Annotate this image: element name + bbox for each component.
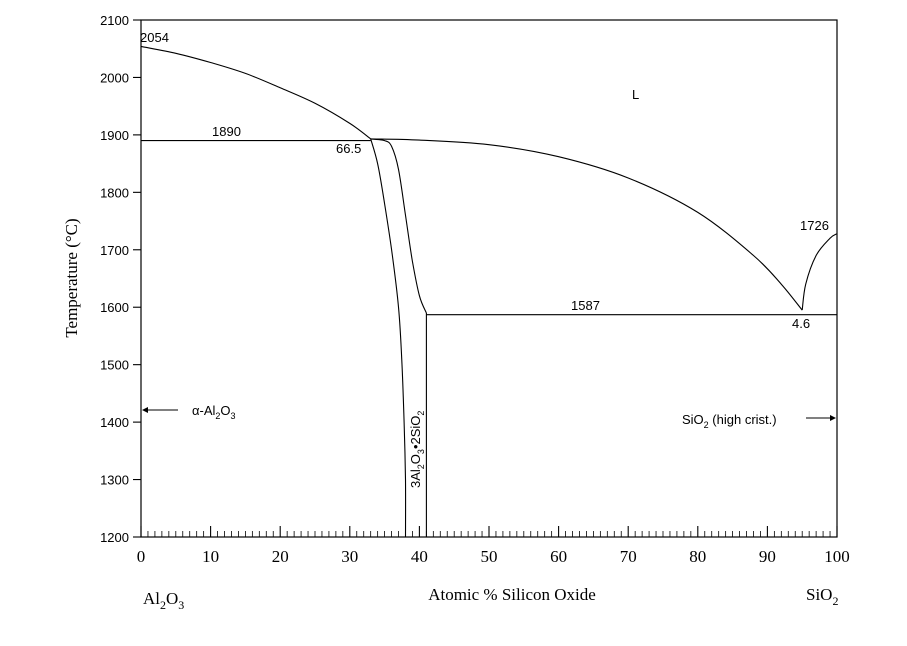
- y-axis-label: Temperature (°C): [62, 218, 81, 337]
- phase-boundaries: [140, 45, 838, 538]
- annotation-4-6: 4.6: [792, 316, 810, 331]
- x-tick-label: 80: [689, 547, 706, 566]
- annotation-1587: 1587: [571, 298, 600, 313]
- x-tick-label: 30: [341, 547, 358, 566]
- x-tick-label: 50: [481, 547, 498, 566]
- annotation-66-5: 66.5: [336, 141, 361, 156]
- y-tick-label: 1400: [100, 415, 129, 430]
- y-tick-label: 1500: [100, 358, 129, 373]
- y-tick-label: 1900: [100, 128, 129, 143]
- silica-arrow-head: [830, 415, 836, 421]
- x-tick-label: 40: [411, 547, 428, 566]
- x-tick-label: 100: [824, 547, 850, 566]
- phase-boundary-line-6: [801, 233, 838, 311]
- annotation-1726: 1726: [800, 218, 829, 233]
- y-tick-label: 2100: [100, 13, 129, 28]
- annotation-1890: 1890: [212, 124, 241, 139]
- phase-boundary-line-3: [370, 138, 427, 314]
- left-component-label: Al2O3: [143, 589, 184, 612]
- mullite-phase-label: 3Al2O3•2SiO2: [408, 411, 426, 488]
- x-tick-label: 70: [620, 547, 637, 566]
- y-tick-label: 1800: [100, 185, 129, 200]
- y-tick-label: 1600: [100, 300, 129, 315]
- plot-frame: [140, 19, 838, 538]
- y-tick-label: 1700: [100, 243, 129, 258]
- x-tick-label: 10: [202, 547, 219, 566]
- annotation-2054: 2054: [140, 30, 169, 45]
- x-tick-label: 90: [759, 547, 776, 566]
- silica-phase-label: SiO2 (high crist.): [682, 412, 777, 430]
- phase-boundary-line-2: [370, 138, 407, 538]
- axis-ticks: 0 10 20 30 40 50 60 70 80 90 100 2100 2000 1900 1800 17…: [100, 13, 850, 566]
- liquid-region-label: L: [632, 87, 639, 102]
- x-tick-label: 0: [137, 547, 146, 566]
- x-axis-label: Atomic % Silicon Oxide: [428, 585, 596, 604]
- phase-boundary-line-5: [370, 138, 803, 311]
- y-tick-label: 1200: [100, 530, 129, 545]
- x-tick-label: 20: [272, 547, 289, 566]
- right-component-label: SiO2: [806, 585, 838, 608]
- y-tick-label: 2000: [100, 70, 129, 85]
- x-tick-label: 60: [550, 547, 567, 566]
- alumina-phase-label: α-Al2O3: [192, 403, 236, 421]
- phase-boundary-line-1: [140, 45, 372, 140]
- alumina-arrow-head: [142, 407, 148, 413]
- y-tick-label: 1300: [100, 473, 129, 488]
